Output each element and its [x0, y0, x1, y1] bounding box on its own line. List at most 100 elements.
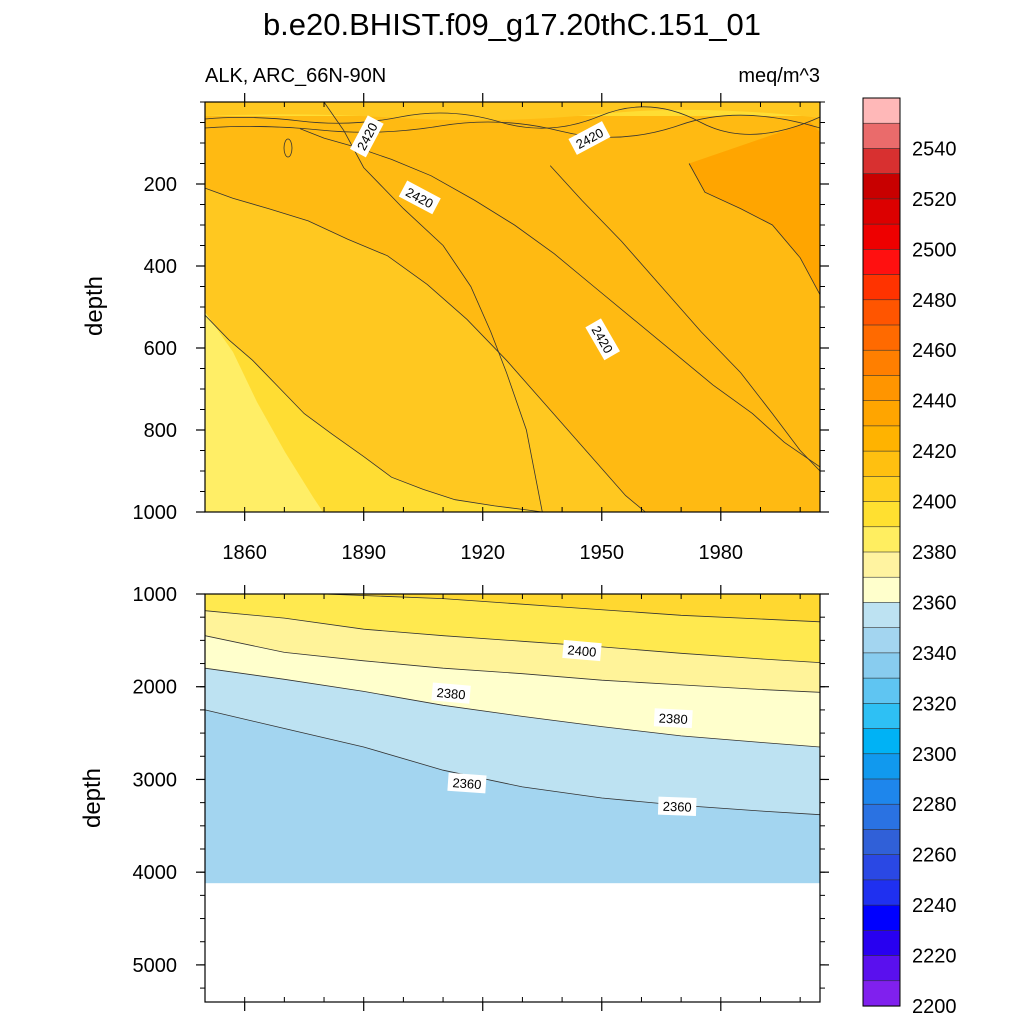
upper-surface-band-2 — [205, 102, 820, 121]
upper-axes: 1860 1890 1920 1950 1980 200 400 600 800 1000 — [133, 93, 829, 564]
upper-contour-line-2400-1 — [204, 314, 543, 513]
colorbar-tick-label: 2280 — [912, 794, 957, 816]
colorbar-segment — [862, 349, 901, 377]
colorbar-segment — [862, 249, 901, 276]
lower-contour-panel: 2400 2380 2380 2360 2360 1000 2000 3000 4000 500… — [79, 584, 829, 1011]
colorbar-segment — [862, 753, 901, 780]
upper-contour-line-2410-0 — [204, 187, 646, 513]
colorbar-tick-label: 2340 — [912, 643, 957, 665]
upper-contour-label-bg-0 — [349, 115, 384, 158]
upper-x-tick-label: 1890 — [341, 542, 386, 564]
upper-y-tick-label: 600 — [144, 338, 177, 360]
colorbar-segment — [862, 501, 901, 528]
lower-contour-line-2360 — [204, 709, 821, 816]
colorbar-segment — [862, 652, 901, 679]
colorbar-tick-label: 2520 — [912, 189, 957, 211]
upper-x-tick-label: 1860 — [222, 542, 267, 564]
upper-contour-line-2430-5 — [688, 163, 821, 295]
colorbar-tick-label: 2540 — [912, 138, 957, 160]
lower-contour-label-text-1: 2380 — [436, 685, 466, 702]
colorbar-tick-label: 2320 — [912, 693, 957, 715]
colorbar-segment — [862, 627, 901, 654]
upper-contour-label-bg-2 — [398, 180, 441, 215]
upper-x-tick-label: 1950 — [580, 542, 625, 564]
lower-contour-label-bg-4 — [657, 796, 697, 816]
lower-contour-label-bg-1 — [431, 682, 471, 704]
colorbar-tick-label: 2420 — [912, 441, 957, 463]
lower-y-tick-label: 1000 — [133, 584, 178, 606]
upper-x-tick-label: 1980 — [699, 542, 744, 564]
colorbar-tick-label: 2460 — [912, 340, 957, 362]
lower-contour-label-text-0: 2400 — [567, 642, 597, 659]
upper-y-tick-label: 400 — [144, 256, 177, 278]
upper-contour-label-bg-3 — [585, 318, 620, 361]
lower-contour-label-bg-0 — [562, 639, 602, 662]
chart-title: b.e20.BHIST.f09_g17.20thC.151_01 — [263, 7, 761, 42]
lower-contour-line-2380 — [204, 635, 821, 693]
colorbar-segment — [862, 576, 901, 604]
upper-band-2410 — [205, 142, 646, 512]
lower-contour-label-text-2: 2380 — [658, 710, 688, 726]
lower-axes: 1000 2000 3000 4000 5000 — [133, 584, 829, 1011]
colorbar-segment — [862, 97, 901, 124]
colorbar-tick-label: 2260 — [912, 845, 957, 867]
colorbar-segment — [862, 803, 901, 831]
upper-x-tick-label: 1920 — [460, 542, 505, 564]
colorbar-segment — [862, 930, 901, 957]
colorbar-segment — [862, 551, 901, 578]
colorbar-segment — [862, 677, 901, 704]
colorbar-segment — [862, 425, 901, 452]
colorbar-segment — [862, 526, 901, 553]
upper-band-2380 — [205, 312, 323, 512]
lower-contour-label-1: 2380 — [431, 682, 471, 704]
upper-contour-line-surface-2 — [204, 114, 821, 138]
lower-y-tick-label: 4000 — [133, 862, 178, 884]
lower-contour-label-2: 2380 — [653, 708, 693, 729]
colorbar-segment — [862, 299, 901, 326]
lower-y-axis-label: depth — [79, 768, 106, 828]
colorbar-tick-label: 2200 — [912, 996, 957, 1018]
lower-frame — [204, 593, 821, 1003]
lower-contour-labels: 2400 2380 2380 2360 2360 — [431, 639, 697, 816]
upper-y-tick-label: 800 — [144, 420, 177, 442]
upper-contour-label-0: 2420 — [349, 115, 384, 158]
colorbar-segment — [862, 778, 901, 805]
colorbar-segment — [862, 904, 901, 931]
colorbar-segment — [862, 198, 901, 225]
lower-contour-label-4: 2360 — [657, 796, 697, 816]
colorbar-frame — [862, 97, 901, 1007]
lower-contour-lines — [204, 593, 821, 816]
lower-y-tick-label: 5000 — [133, 955, 178, 977]
lower-contour-line-2370 — [204, 667, 821, 748]
lower-contour-label-text-3: 2360 — [452, 775, 482, 792]
upper-filled-contours — [205, 102, 820, 512]
colorbar-segment — [862, 476, 901, 503]
lower-contour-label-bg-3 — [447, 772, 487, 794]
colorbar-segment — [862, 955, 901, 982]
colorbar-tick-label: 2500 — [912, 239, 957, 261]
upper-contour-island — [283, 138, 293, 158]
lower-y-tick-label: 2000 — [133, 677, 178, 699]
colorbar-segment — [862, 122, 901, 150]
upper-y-tick-label: 1000 — [133, 502, 178, 524]
colorbar-tick-label: 2240 — [912, 895, 957, 917]
colorbar-tick-label: 2380 — [912, 542, 957, 564]
upper-contour-label-bg-1 — [568, 121, 611, 155]
colorbar-segment — [862, 703, 901, 730]
upper-band-2430 — [689, 122, 820, 295]
lower-y-tick-label: 3000 — [133, 769, 178, 791]
units-label: meq/m^3 — [738, 65, 820, 87]
lower-band-2400 — [205, 594, 820, 622]
colorbar-tick-label: 2400 — [912, 492, 957, 514]
colorbar-tick-label: 2300 — [912, 744, 957, 766]
colorbar-segment — [862, 602, 901, 629]
lower-contour-label-3: 2360 — [447, 772, 487, 794]
colorbar-tick-label: 2480 — [912, 290, 957, 312]
lower-filled-contours — [205, 594, 820, 1002]
variable-region-label: ALK, ARC_66N-90N — [205, 65, 386, 87]
colorbar-segment — [862, 375, 901, 402]
colorbar-segment — [862, 450, 901, 477]
colorbar-segment — [862, 829, 901, 856]
colorbar-segment — [862, 324, 901, 351]
